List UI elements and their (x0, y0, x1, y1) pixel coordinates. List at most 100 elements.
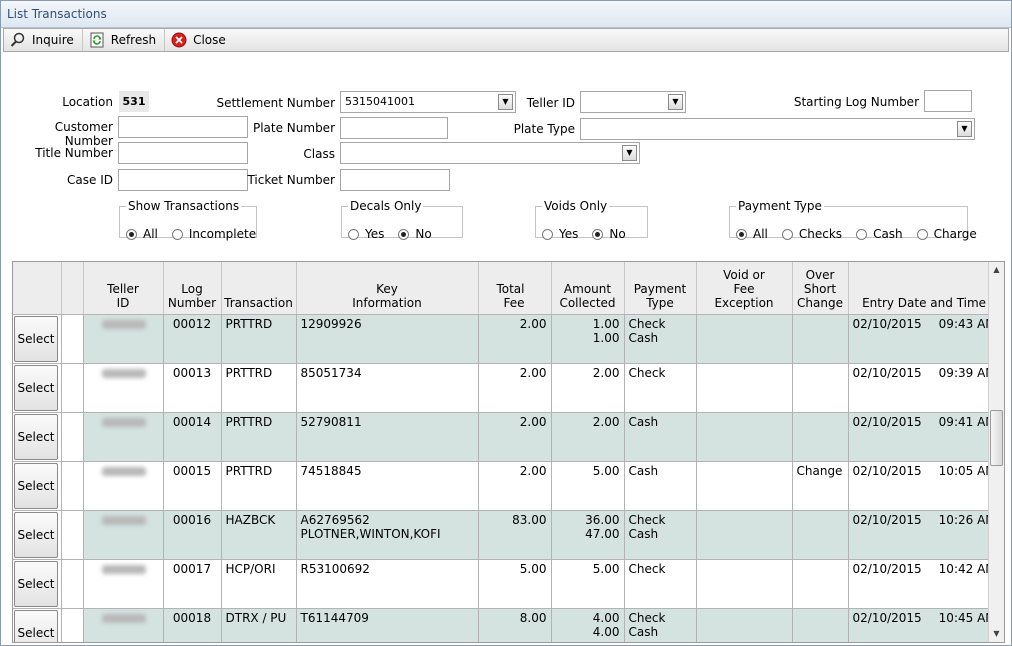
over-short-cell (792, 559, 849, 609)
table-row[interactable]: Select 00017 HCP/ORI R53100692 5.00 5.00 Check… (13, 559, 1001, 609)
close-label: Close (193, 33, 226, 47)
select-button[interactable]: Select (14, 315, 58, 362)
table-row[interactable]: Select 00013 PRTTRD 85051734 2.00 2.00 Check 02… (13, 363, 1001, 413)
voids-only-legend: Voids Only (544, 199, 608, 213)
header-total-fee[interactable]: Total Fee (478, 262, 552, 315)
header-payment-type[interactable]: Payment Type (624, 262, 697, 315)
chevron-down-icon[interactable]: ▼ (668, 94, 683, 110)
over-short-cell (792, 363, 849, 413)
plate-type-select[interactable]: ▼ (580, 118, 975, 140)
decals-no-radio[interactable]: No (398, 227, 432, 241)
log-number-cell: 00014 (163, 412, 222, 462)
customer-number-input[interactable] (118, 116, 248, 138)
header-select (13, 262, 62, 315)
total-fee-cell: 2.00 (478, 412, 552, 462)
select-button[interactable]: Select (14, 364, 58, 411)
radio-icon (856, 228, 868, 240)
class-select[interactable]: ▼ (340, 142, 640, 164)
transaction-cell: PRTTRD (221, 412, 297, 462)
header-log-number[interactable]: Log Number (163, 262, 222, 315)
payment-checks-radio[interactable]: Checks (781, 227, 843, 241)
teller-id-cell (83, 608, 164, 642)
header-amount-collected[interactable]: Amount Collected (551, 262, 625, 315)
scroll-down-icon[interactable]: ▼ (993, 629, 1000, 638)
amount-collected-cell: 36.00 47.00 (551, 510, 625, 560)
teller-id-cell (83, 510, 164, 560)
table-row[interactable]: Select 00012 PRTTRD 12909926 2.00 1.00 1.00 Che… (13, 314, 1001, 364)
header-entry-date-time[interactable]: Entry Date and Time (848, 262, 1001, 315)
redacted-teller-id (101, 368, 146, 378)
table-row[interactable]: Select 00016 HAZBCK A62769562 PLOTNER,WINTON… (13, 510, 1001, 560)
header-teller-id[interactable]: Teller ID (83, 262, 164, 315)
radio-icon (171, 228, 183, 240)
select-label: Select (17, 380, 55, 395)
show-all-radio[interactable]: All (126, 227, 158, 241)
header-transaction[interactable]: Transaction (221, 262, 297, 315)
table-row[interactable]: Select 00018 DTRX / PU T61144709 8.00 4.00 4.0… (13, 608, 1001, 642)
select-cell: Select (13, 510, 62, 560)
plate-number-input[interactable] (340, 117, 448, 139)
payment-type-cell: Check Cash (624, 314, 697, 364)
payment-type-cell: Cash (624, 412, 697, 462)
refresh-button[interactable]: Refresh (83, 29, 166, 51)
select-button[interactable]: Select (14, 462, 58, 509)
header-key-information[interactable]: Key Information (296, 262, 479, 315)
show-incomplete-radio[interactable]: Incomplete (171, 227, 257, 241)
total-fee-cell: 2.00 (478, 461, 552, 511)
log-number-cell: 00015 (163, 461, 222, 511)
table-row[interactable]: Select 00014 PRTTRD 52790811 2.00 2.00 Cash 02/… (13, 412, 1001, 462)
teller-id-label: Teller ID (526, 96, 575, 110)
scroll-thumb[interactable] (990, 410, 1003, 466)
key-information-cell: 74518845 (296, 461, 479, 511)
payment-all-radio[interactable]: All (736, 227, 768, 241)
redacted-teller-id (101, 515, 146, 525)
void-exception-cell (696, 608, 793, 642)
show-incomplete-label: Incomplete (188, 227, 257, 241)
close-button[interactable]: Close (165, 29, 234, 51)
voids-no-radio[interactable]: No (592, 227, 626, 241)
teller-id-cell (83, 363, 164, 413)
select-button[interactable]: Select (14, 511, 58, 558)
header-over-short-change[interactable]: Over Short Change (792, 262, 849, 315)
select-button[interactable]: Select (14, 413, 58, 460)
select-button[interactable]: Select (14, 560, 58, 607)
teller-id-select[interactable]: ▼ (580, 91, 686, 113)
payment-cash-radio[interactable]: Cash (856, 227, 903, 241)
toolbar: Inquire Refresh Close (3, 28, 1009, 52)
chevron-down-icon[interactable]: ▼ (957, 121, 972, 137)
select-button[interactable]: Select (14, 609, 58, 642)
transaction-cell: PRTTRD (221, 314, 297, 364)
amount-collected-cell: 1.00 1.00 (551, 314, 625, 364)
scroll-up-icon[interactable]: ▲ (993, 265, 1000, 274)
plate-type-label: Plate Type (513, 122, 575, 136)
over-short-cell (792, 314, 849, 364)
starting-log-input[interactable] (924, 90, 972, 112)
redacted-teller-id (101, 613, 146, 623)
over-short-cell (792, 510, 849, 560)
inquire-button[interactable]: Inquire (4, 29, 83, 51)
decals-yes-radio[interactable]: Yes (348, 227, 384, 241)
case-id-input[interactable] (118, 169, 248, 191)
ticket-number-input[interactable] (340, 169, 450, 191)
table-row[interactable]: Select 00015 PRTTRD 74518845 2.00 5.00 Cash Cha… (13, 461, 1001, 511)
redacted-teller-id (101, 417, 146, 427)
void-exception-cell (696, 314, 793, 364)
grid-scrollbar[interactable]: ▲ ▼ (988, 262, 1004, 642)
show-transactions-legend: Show Transactions (128, 199, 240, 213)
chevron-down-icon[interactable]: ▼ (498, 94, 513, 110)
voids-yes-radio[interactable]: Yes (542, 227, 578, 241)
settlement-label: Settlement Number (216, 96, 335, 110)
chevron-down-icon[interactable]: ▼ (622, 145, 637, 161)
select-cell: Select (13, 608, 62, 642)
select-cell: Select (13, 461, 62, 511)
title-number-input[interactable] (118, 142, 248, 164)
class-label: Class (303, 147, 335, 161)
teller-id-cell (83, 461, 164, 511)
payment-checks-label: Checks (798, 227, 843, 241)
amount-collected-cell: 5.00 (551, 461, 625, 511)
header-void-fee-exception[interactable]: Void or Fee Exception (696, 262, 793, 315)
over-short-cell (792, 412, 849, 462)
settlement-select[interactable]: 5315041001 ▼ (340, 91, 516, 113)
transaction-cell: HAZBCK (221, 510, 297, 560)
payment-charge-radio[interactable]: Charge (916, 227, 977, 241)
